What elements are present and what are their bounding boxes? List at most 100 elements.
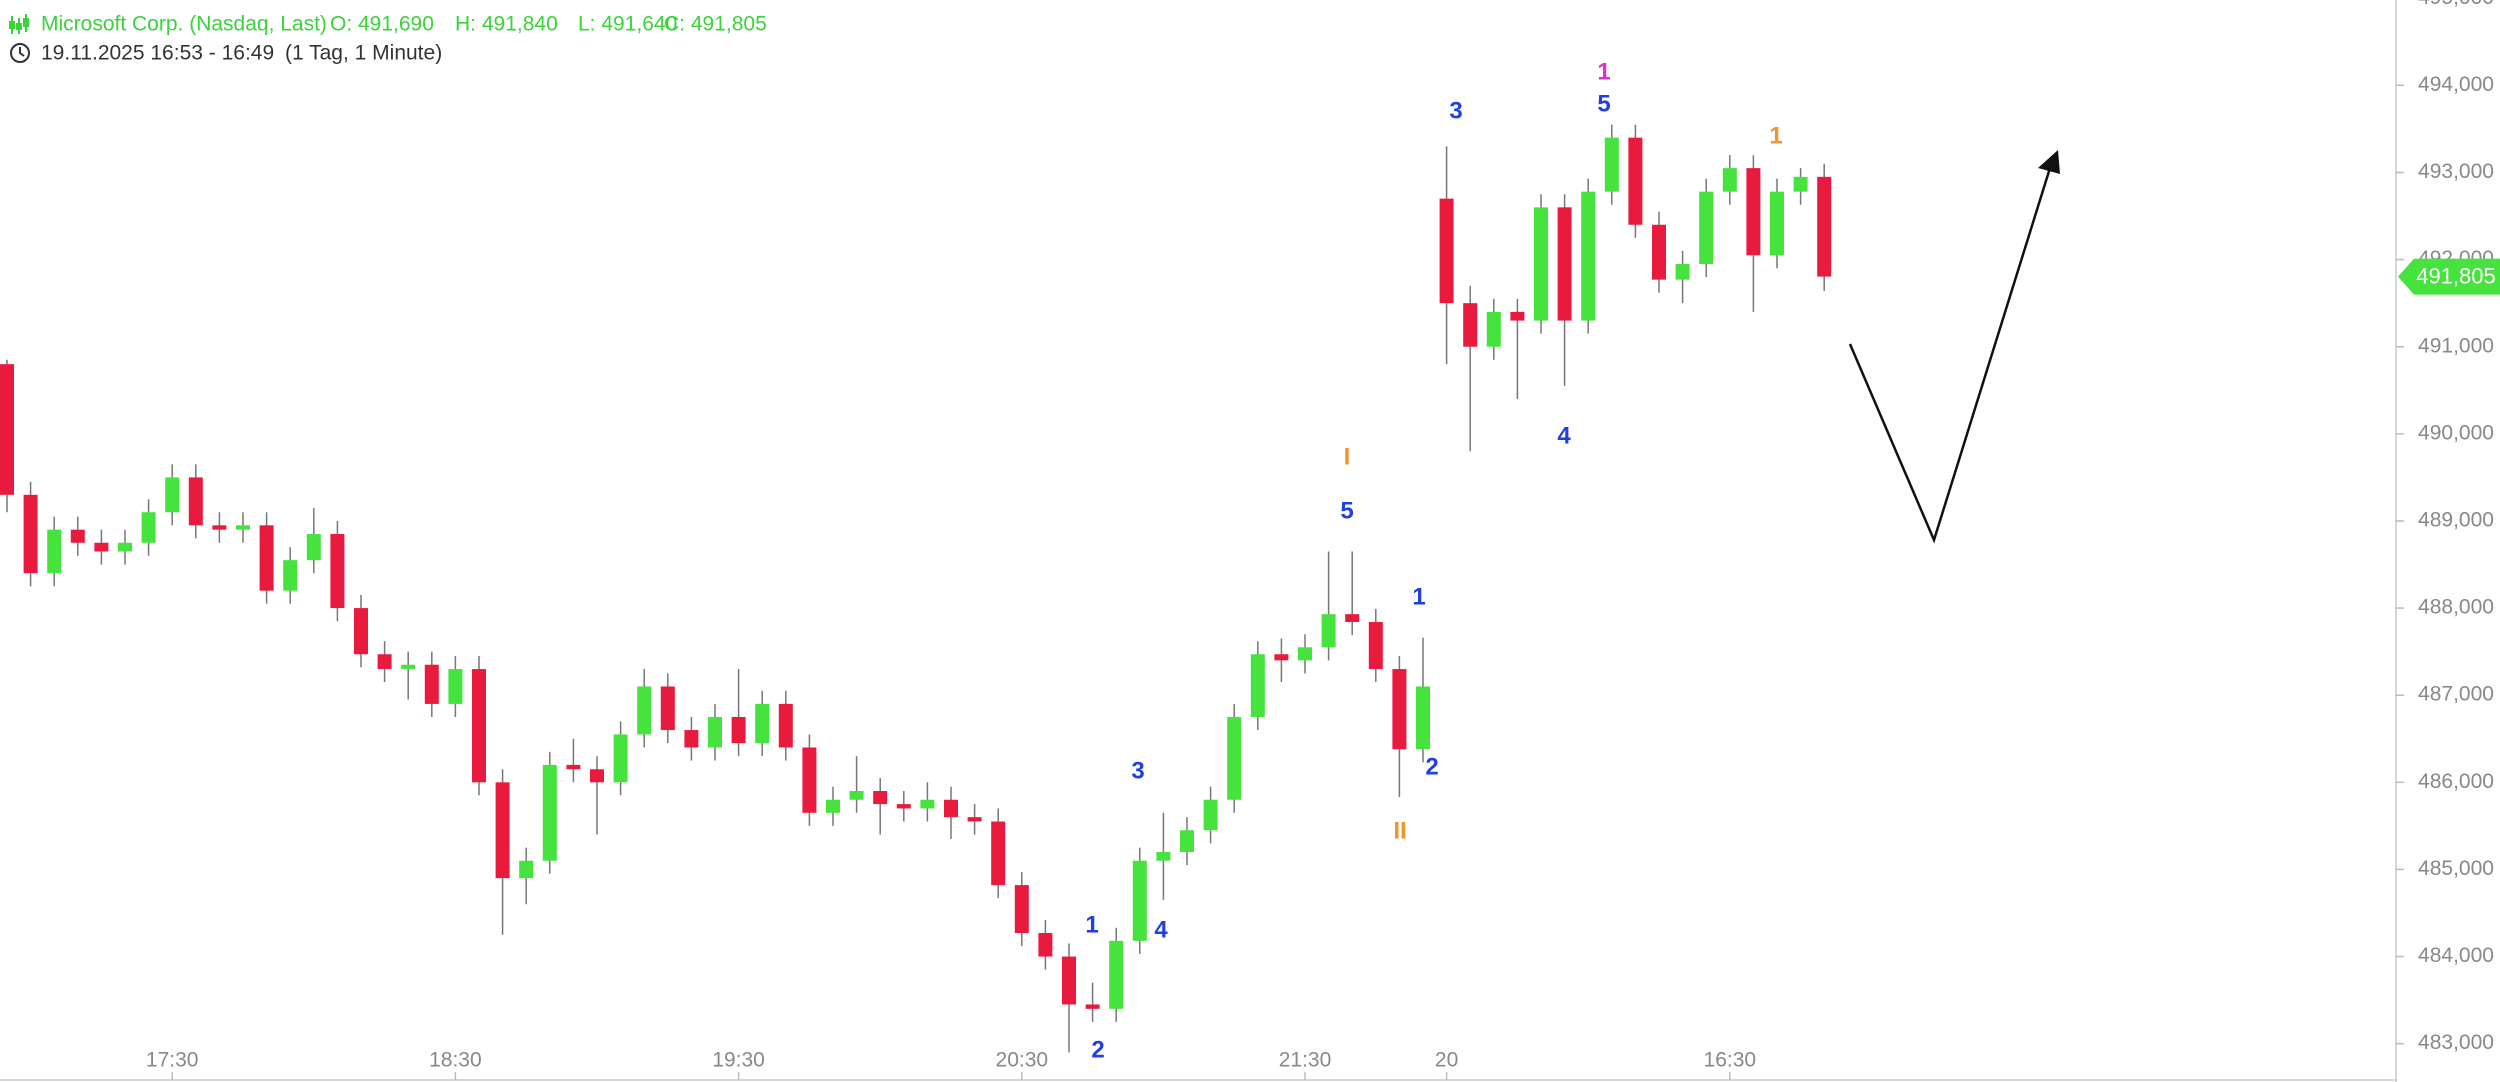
candle [1486, 298, 1501, 360]
y-tick-label: 489,000 [2418, 509, 2494, 532]
candle-body [542, 764, 557, 861]
candle [684, 716, 699, 761]
candle [283, 547, 298, 604]
x-tick-label: 17:30 [146, 1049, 199, 1072]
candle-body [684, 730, 699, 748]
candle-body [1368, 622, 1383, 670]
candle-body [566, 764, 581, 770]
wave-label: 4 [1154, 916, 1168, 943]
candle-body [165, 477, 180, 513]
candle [1392, 655, 1407, 798]
candle-body [1156, 852, 1171, 861]
candle [755, 690, 770, 757]
candle-body [47, 529, 62, 574]
candle [873, 777, 888, 835]
candle-body [802, 747, 817, 813]
candle [708, 703, 722, 761]
candle-body [1392, 669, 1407, 750]
wave-label: 1 [1597, 58, 1610, 85]
header: Microsoft Corp. (Nasdaq, Last) O: 491,69… [9, 13, 767, 65]
x-tick-label: 21:30 [1279, 1049, 1332, 1072]
candle [566, 738, 581, 783]
candle [23, 481, 38, 587]
candle-body [967, 817, 982, 822]
candle [1038, 919, 1053, 970]
candle-body [1274, 654, 1289, 661]
candle [1109, 927, 1124, 1022]
y-tick-label: 490,000 [2418, 421, 2494, 444]
candle-body [1770, 191, 1784, 256]
candle-body [590, 769, 604, 783]
candle [1156, 812, 1171, 900]
quote-low: L: 491,640 [578, 13, 677, 36]
candle [542, 751, 557, 874]
candle-body [613, 734, 628, 783]
candle [802, 734, 817, 826]
candle-body [849, 791, 864, 800]
candle-body [519, 860, 534, 879]
candle [330, 520, 345, 622]
candle-body [1038, 933, 1053, 957]
candle [1675, 250, 1690, 304]
wave-label: II [1393, 817, 1406, 844]
projection-arrow [1848, 150, 2060, 544]
candle [660, 673, 675, 744]
y-tick-label: 487,000 [2418, 683, 2494, 706]
candle [1298, 634, 1312, 674]
candle [212, 512, 227, 543]
candle-body [1132, 860, 1147, 941]
candle-body [236, 525, 250, 530]
y-tick-label: 486,000 [2418, 770, 2494, 793]
quote-open: O: 491,690 [330, 13, 434, 36]
candle [1463, 285, 1478, 452]
candle [236, 512, 250, 543]
candle-body [141, 512, 156, 543]
candle [472, 655, 486, 796]
candle-body [1109, 940, 1124, 1009]
interval: (1 Tag, 1 Minute) [285, 42, 442, 65]
candle [70, 516, 85, 556]
candle [590, 756, 604, 835]
candle [1227, 703, 1242, 813]
x-axis: 17:30 18:30 19:30 20:30 21:30 20 16:30 [146, 1049, 1756, 1080]
candle-body [1014, 885, 1029, 934]
candle-body [1793, 176, 1808, 192]
candle-body [1345, 614, 1360, 623]
candle [920, 782, 935, 822]
candle [141, 499, 156, 556]
candle-body [708, 716, 722, 748]
wave-label: 1 [1769, 122, 1782, 149]
candle-body [188, 477, 203, 526]
candle [1274, 638, 1289, 683]
candle-body [731, 716, 746, 744]
candle [94, 529, 109, 565]
candle-body [1298, 647, 1312, 661]
clock-icon [10, 43, 30, 63]
last-price-label: 491,805 [2416, 263, 2496, 288]
candle [991, 808, 1006, 899]
candle [1321, 551, 1336, 661]
candle-body [0, 364, 14, 495]
candle [519, 847, 534, 905]
candle [401, 651, 416, 700]
candle [306, 507, 321, 574]
candle [1250, 641, 1265, 731]
candle-body [1675, 263, 1690, 280]
y-tick-label: 483,000 [2418, 1031, 2494, 1054]
candle-body [1321, 614, 1336, 648]
candle [118, 529, 132, 565]
y-tick-label: 491,000 [2418, 334, 2494, 357]
last-price-tag: 491,805 [2398, 258, 2500, 295]
candle [1203, 786, 1218, 844]
last-price-marker [2398, 258, 2500, 295]
candle-body [1628, 137, 1643, 225]
candle-body [1180, 830, 1194, 853]
wave-label: 2 [1091, 1036, 1104, 1063]
chart-title: Microsoft Corp. (Nasdaq, Last) [41, 13, 327, 36]
candle-body [283, 560, 298, 591]
wave-label: 4 [1557, 422, 1571, 449]
candle [1652, 211, 1666, 293]
candle [188, 464, 203, 539]
candle-body [637, 686, 652, 735]
candle-body [873, 791, 888, 805]
